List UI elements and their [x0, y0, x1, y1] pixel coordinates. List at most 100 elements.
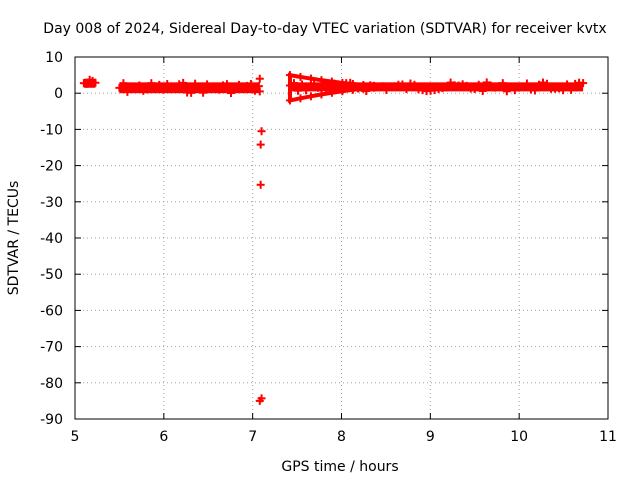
y-tick-label: -30 [40, 195, 63, 211]
data-point [470, 85, 479, 94]
data-point [530, 86, 539, 95]
x-axis-label: GPS time / hours [281, 459, 398, 475]
data-point [257, 127, 266, 136]
data-point [302, 86, 311, 95]
data-point [348, 85, 357, 94]
data-point [398, 80, 407, 89]
data-point [211, 84, 220, 93]
chart-title: Day 008 of 2024, Sidereal Day-to-day VTE… [43, 21, 606, 37]
data-point [115, 83, 124, 92]
data-point [474, 80, 483, 89]
data-marks [79, 71, 588, 405]
data-point [380, 83, 389, 92]
data-point [131, 82, 140, 91]
data-point [119, 79, 128, 88]
y-axis-label: SDTVAR / TECUs [6, 181, 22, 296]
data-point [179, 78, 188, 87]
data-point [571, 79, 580, 88]
data-point [555, 84, 564, 93]
x-tick-label: 5 [71, 429, 80, 445]
data-point [163, 80, 172, 89]
data-point [563, 80, 572, 89]
y-tick-label: -50 [40, 267, 63, 283]
data-point [207, 82, 216, 91]
data-point [506, 82, 515, 91]
data-point [187, 88, 196, 97]
data-point [294, 86, 303, 95]
data-point [327, 88, 336, 97]
data-point [155, 80, 164, 89]
grid-lines [75, 57, 608, 419]
x-tick-label: 9 [426, 429, 435, 445]
data-point [306, 82, 315, 91]
data-point [510, 86, 519, 95]
data-point [285, 96, 294, 105]
data-point [223, 80, 232, 89]
data-point [310, 80, 319, 89]
data-point [390, 82, 399, 91]
data-point [478, 86, 487, 95]
data-point [317, 90, 326, 99]
data-point [454, 81, 463, 90]
data-point [410, 80, 419, 89]
data-point [199, 88, 208, 97]
data-point [314, 83, 323, 92]
data-point [317, 76, 326, 85]
data-point [326, 84, 335, 93]
data-point [567, 85, 576, 94]
y-tick-label: -20 [40, 159, 63, 175]
data-point [226, 89, 235, 98]
data-point [256, 140, 265, 149]
data-point [514, 83, 523, 92]
x-tick-label: 11 [599, 429, 617, 445]
data-point [255, 396, 264, 405]
data-point [285, 71, 294, 80]
data-band [289, 82, 584, 92]
data-point [494, 82, 503, 91]
y-tick-label: -70 [40, 340, 63, 356]
data-point [255, 74, 264, 83]
data-point [175, 80, 184, 89]
data-point [522, 79, 531, 88]
data-point [359, 84, 368, 93]
data-point [135, 81, 144, 90]
axis-ticks: 5 6 7 8 9 10 11 10 0 -10 -20 -30 -40 -50 -60 -70 -80 -90 [40, 50, 617, 445]
data-point [502, 87, 511, 96]
data-point [327, 77, 336, 86]
data-point [195, 83, 204, 92]
x-tick-label: 7 [248, 429, 257, 445]
data-point [298, 80, 307, 89]
data-point [462, 81, 471, 90]
data-point [159, 85, 168, 94]
y-tick-label: 10 [45, 50, 63, 66]
y-tick-label: 0 [54, 86, 63, 102]
data-point [246, 80, 255, 89]
data-point [518, 82, 527, 91]
data-point [490, 83, 499, 92]
data-point [338, 78, 347, 87]
data-point [430, 86, 439, 95]
data-point [91, 78, 100, 87]
data-point [446, 78, 455, 87]
y-tick-label: -40 [40, 231, 63, 247]
data-point [219, 81, 228, 90]
data-point [486, 81, 495, 90]
data-point [534, 80, 543, 89]
data-point [498, 79, 507, 88]
data-point [369, 83, 378, 92]
data-point [82, 79, 91, 88]
y-tick-label: -10 [40, 122, 63, 138]
data-point [147, 79, 156, 88]
data-point [306, 74, 315, 83]
y-tick-label: -80 [40, 376, 63, 392]
data-point [559, 86, 568, 95]
data-point [306, 92, 315, 101]
y-tick-label: -90 [40, 412, 63, 428]
data-point [538, 78, 547, 87]
data-point [579, 79, 588, 88]
data-point [256, 180, 265, 189]
data-band [119, 82, 259, 94]
data-point [406, 79, 415, 88]
data-point [296, 72, 305, 81]
data-point [458, 80, 467, 89]
